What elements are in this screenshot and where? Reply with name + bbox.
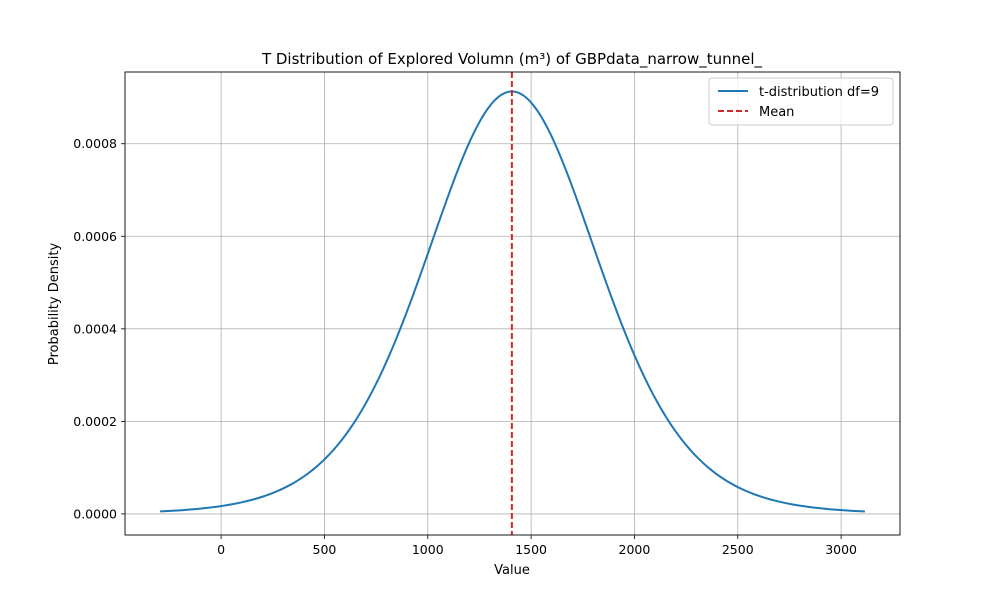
x-axis-label: Value bbox=[494, 563, 530, 578]
y-tick-label: 0.0004 bbox=[73, 321, 117, 336]
x-tick-label: 3000 bbox=[825, 542, 857, 557]
y-tick-label: 0.0006 bbox=[73, 229, 117, 244]
x-tick-label: 0 bbox=[217, 542, 225, 557]
y-tick-label: 0.0000 bbox=[73, 506, 117, 521]
chart-title: T Distribution of Explored Volumn (m³) o… bbox=[261, 50, 763, 69]
legend: t-distribution df=9 Mean bbox=[708, 77, 894, 126]
y-axis-label: Probability Density bbox=[47, 243, 62, 366]
y-tick-label: 0.0002 bbox=[73, 414, 117, 429]
x-tick-label: 2000 bbox=[619, 542, 651, 557]
x-tick-label: 1000 bbox=[412, 542, 444, 557]
legend-label-mean: Mean bbox=[759, 105, 794, 120]
y-tick-label: 0.0008 bbox=[73, 136, 117, 151]
legend-box bbox=[708, 77, 894, 126]
x-tick-label: 500 bbox=[313, 542, 337, 557]
x-tick-label: 1500 bbox=[515, 542, 547, 557]
x-axis-ticks: 0 500 1000 1500 2000 2500 3000 bbox=[217, 535, 857, 557]
x-tick-label: 2500 bbox=[722, 542, 754, 557]
legend-label-t-distribution: t-distribution df=9 bbox=[759, 85, 879, 100]
plot-area bbox=[160, 72, 865, 535]
axes-frame bbox=[124, 71, 901, 536]
y-axis-ticks: 0.0000 0.0002 0.0004 0.0006 0.0008 bbox=[73, 136, 125, 521]
